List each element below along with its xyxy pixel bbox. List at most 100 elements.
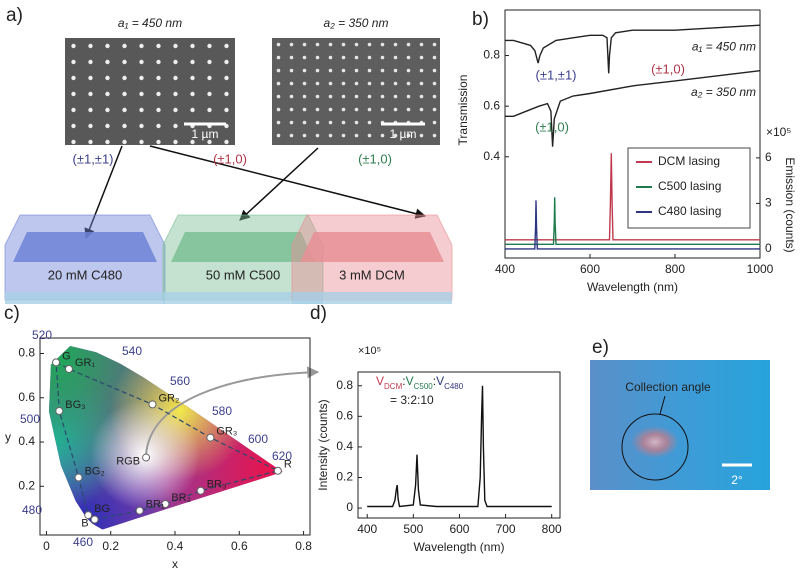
series-label: a₂ = 350 nm — [691, 85, 756, 99]
y-tick-label: 0.6 — [483, 98, 500, 112]
y2-tick-label: 0 — [765, 241, 772, 255]
x-tick-label: 500 — [403, 522, 423, 536]
ratio-part: C480 — [444, 382, 464, 391]
point-label: GR₃ — [216, 426, 237, 438]
scale-bar-label: 2° — [731, 473, 743, 487]
link-arrow — [145, 366, 320, 456]
x-tick-label: 600 — [580, 262, 600, 276]
series-line — [505, 197, 760, 245]
plot-frame — [357, 371, 561, 519]
wavelength-label: 620 — [272, 449, 292, 463]
sem-image — [65, 38, 235, 145]
x-axis-label: x — [172, 557, 178, 571]
y-tick-label: 0.2 — [336, 470, 353, 484]
chromaticity-point — [55, 407, 64, 416]
x-axis-label: Wavelength (nm) — [414, 540, 505, 554]
series-line — [505, 24, 761, 74]
substrate — [292, 292, 452, 304]
x-tick-label: 400 — [495, 262, 515, 276]
x-tick-label: 800 — [542, 522, 562, 536]
y2-multiplier: ×10⁵ — [766, 125, 791, 139]
ratio-part: : — [433, 374, 436, 388]
y-tick-label: 0.8 — [336, 378, 353, 392]
point-label: RGB — [116, 455, 140, 467]
wavelength-label: 520 — [32, 328, 52, 342]
point-label: R — [284, 459, 292, 471]
y-tick-label: 0.8 — [18, 346, 35, 360]
sample-group: 20 mM C480 50 mM C500 3 mM DCM — [4, 214, 453, 304]
ratio-part: : — [402, 374, 405, 388]
chromaticity-point — [161, 500, 170, 509]
point-label: BR₃ — [207, 479, 227, 491]
annotation: (±1,±1) — [536, 67, 577, 82]
y-tick-label: 0.6 — [336, 409, 353, 423]
chromaticity-point — [74, 473, 83, 482]
y-axis-label: Transmission — [456, 75, 470, 146]
ratio-label: VDCM:VC500:VC480 — [376, 374, 464, 390]
wavelength-label: 500 — [20, 412, 40, 426]
ratio-part: V — [376, 374, 384, 388]
arrow — [84, 145, 123, 239]
chromaticity-point — [52, 358, 61, 367]
y-tick-label: 0.4 — [336, 439, 353, 453]
chromaticity-point — [196, 486, 205, 495]
wavelength-label: 600 — [248, 432, 268, 446]
series-line — [505, 70, 761, 147]
point-label: B — [81, 517, 88, 529]
x-tick-label: 700 — [496, 522, 516, 536]
order-label: (±1,±1) — [73, 151, 114, 166]
sem-image — [272, 38, 440, 145]
point-label: GR₁ — [75, 357, 96, 369]
chromaticity-point — [64, 364, 73, 373]
series-line — [505, 200, 760, 250]
plot-frame — [504, 9, 761, 259]
annotation: Collection angle — [625, 380, 711, 394]
x-tick-label: 800 — [665, 262, 685, 276]
point-label: G — [62, 350, 71, 362]
y-multiplier: ×10⁵ — [358, 345, 381, 357]
collection-circle — [621, 413, 689, 481]
sample-label: 50 mM C500 — [206, 267, 280, 282]
chromaticity-point — [273, 466, 282, 475]
chromaticity-point — [148, 400, 157, 409]
series-label: a₁ = 450 nm — [692, 39, 756, 53]
panel-label: b) — [472, 9, 489, 30]
spectrum-line — [367, 385, 552, 508]
x-tick-label: 1000 — [747, 262, 774, 276]
chromaticity-point — [84, 511, 93, 520]
legend-label: C480 lasing — [658, 204, 721, 218]
y-tick-label: 0 — [346, 500, 353, 514]
panel-label: c) — [4, 303, 20, 324]
point-label: BG — [94, 503, 110, 515]
y-tick-label: 0.4 — [18, 434, 35, 448]
order-label: (±1,0) — [358, 151, 392, 166]
y-tick-label: 0.8 — [483, 48, 500, 62]
x-tick-label: 0.8 — [295, 539, 312, 553]
wavelength-label: 480 — [22, 503, 42, 517]
wavelength-label: 460 — [73, 535, 93, 549]
y-tick-label: 0.4 — [483, 149, 500, 163]
point-label: BR₁ — [146, 499, 165, 511]
sample-label: 3 mM DCM — [339, 267, 405, 282]
point-label: GR₂ — [159, 392, 180, 404]
chromaticity-point — [135, 506, 144, 515]
arrow — [149, 145, 427, 219]
lattice-label: a₂ = 350 nm — [324, 16, 389, 30]
x-tick-label: 0.4 — [167, 539, 184, 553]
y2-axis-label: Emission (counts) — [783, 157, 797, 252]
scale-bar-label: 1 µm — [390, 127, 417, 141]
annotation: (±1,0) — [651, 61, 685, 76]
sample-label: 20 mM C480 — [48, 267, 122, 282]
panel-label: d) — [310, 303, 327, 324]
point-label: BG₃ — [65, 399, 85, 411]
sample-film — [300, 232, 444, 262]
annotation: (±1,0) — [535, 119, 569, 134]
legend-label: DCM lasing — [658, 154, 720, 168]
ratio-part: DCM — [384, 382, 403, 391]
y2-tick-label: 6 — [765, 150, 772, 164]
chromaticity-point — [206, 433, 215, 442]
wavelength-label: 560 — [170, 374, 190, 388]
ratio-part: C500 — [414, 382, 434, 391]
